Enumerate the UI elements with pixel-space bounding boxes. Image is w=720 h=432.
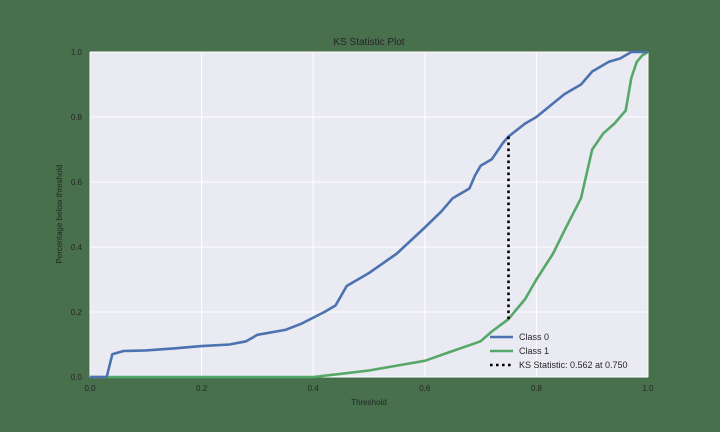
legend: Class 0 Class 1 KS Statistic: 0.562 at 0.7… (490, 332, 628, 370)
legend-item: Class 1 (490, 346, 549, 356)
x-tick-label: 0.8 (531, 384, 543, 393)
legend-label: Class 0 (519, 332, 549, 342)
x-tick-label: 0.6 (419, 384, 431, 393)
series-class-1 (90, 50, 649, 379)
plot-area (90, 52, 648, 377)
y-tick-label: 0.4 (71, 243, 83, 252)
y-axis-ticks: 0.0 0.2 0.4 0.6 0.8 1.0 (71, 48, 83, 382)
legend-label: KS Statistic: 0.562 at 0.750 (519, 360, 628, 370)
legend-item: Class 0 (490, 332, 549, 342)
y-tick-label: 0.2 (71, 308, 83, 317)
legend-item: KS Statistic: 0.562 at 0.750 (490, 360, 628, 370)
x-axis-ticks: 0.0 0.2 0.4 0.6 0.8 1.0 (84, 384, 654, 393)
y-tick-label: 0.0 (71, 373, 83, 382)
series-lines (90, 50, 649, 379)
x-tick-label: 1.0 (642, 384, 654, 393)
y-tick-label: 0.6 (71, 178, 83, 187)
chart-title: KS Statistic Plot (333, 37, 404, 48)
x-tick-label: 0.0 (84, 384, 96, 393)
x-axis-label: Threshold (351, 398, 387, 407)
x-tick-label: 0.2 (196, 384, 208, 393)
y-tick-label: 1.0 (71, 48, 83, 57)
series-class-0 (90, 50, 648, 379)
y-axis-label: Percentage below threshold (55, 164, 64, 263)
x-tick-label: 0.4 (308, 384, 320, 393)
y-tick-label: 0.8 (71, 113, 83, 122)
legend-label: Class 1 (519, 346, 549, 356)
